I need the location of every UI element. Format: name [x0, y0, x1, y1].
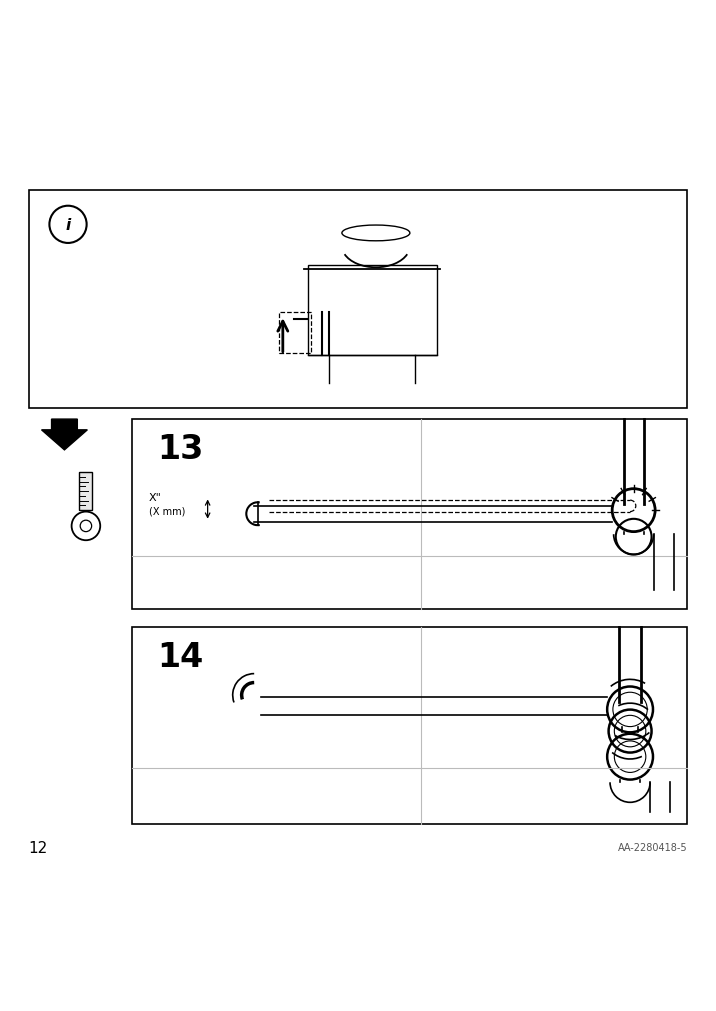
Circle shape [72, 513, 100, 541]
Bar [132, 420, 687, 610]
Text: i: i [65, 217, 71, 233]
Text: 13: 13 [158, 433, 204, 465]
Text: AA-2280418-5: AA-2280418-5 [618, 842, 687, 852]
Polygon shape [42, 420, 87, 451]
Text: 12: 12 [29, 840, 48, 855]
Bar [132, 627, 687, 824]
Bar [29, 191, 687, 408]
Text: (X mm): (X mm) [149, 506, 185, 516]
Text: X": X" [149, 492, 162, 502]
Text: 14: 14 [158, 640, 204, 673]
Bar [79, 473, 92, 511]
Bar [279, 312, 311, 354]
Bar [308, 266, 437, 355]
